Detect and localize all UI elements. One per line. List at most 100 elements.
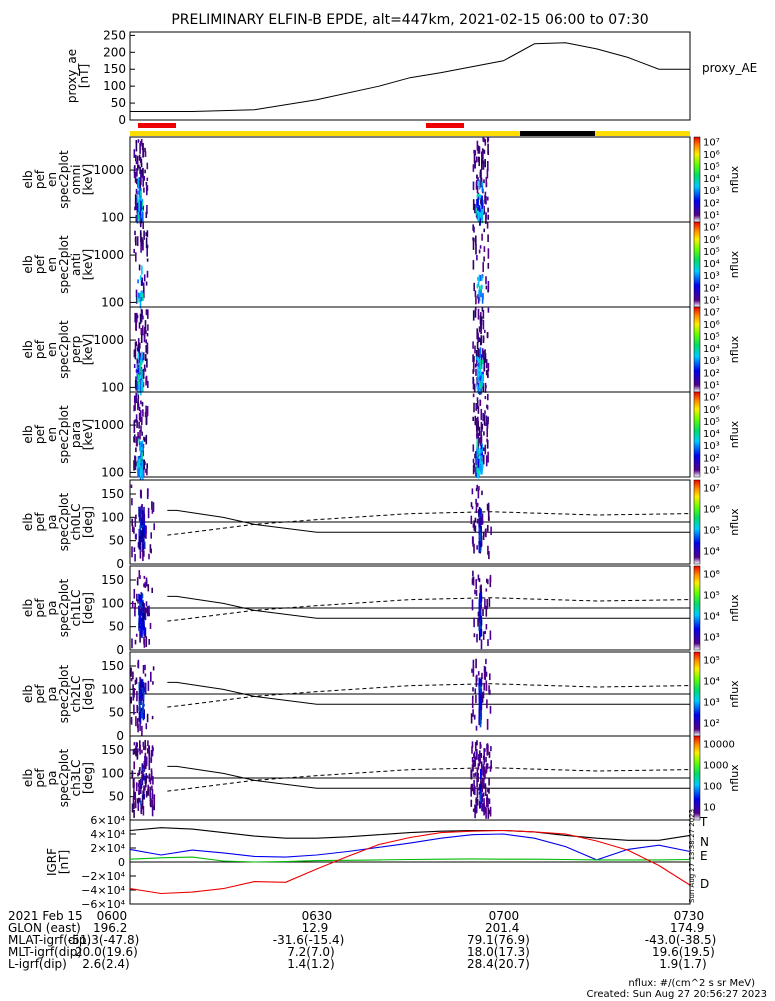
spec-noise [486, 222, 489, 229]
spec-noise [145, 329, 147, 334]
pa-noise [133, 810, 135, 818]
spec-noise [481, 348, 484, 358]
spec-tick-label: 100 [101, 465, 124, 479]
pa-noise [152, 666, 155, 671]
pa-noise [481, 672, 483, 679]
pa-flux [143, 773, 145, 781]
spec-noise [476, 179, 478, 189]
pa-noise [485, 763, 488, 772]
spec-noise [140, 159, 143, 165]
pa-flux [143, 523, 145, 533]
pa-noise [480, 639, 483, 650]
spec-noise [479, 399, 481, 406]
spec-flux [142, 293, 144, 301]
spec-noise [134, 348, 137, 360]
spec-noise [477, 294, 479, 299]
spec-cbar-tick: 10⁴ [703, 259, 720, 270]
spec-cbar-tick: 10³ [703, 441, 720, 452]
spec-noise [475, 417, 478, 428]
pa-noise [145, 723, 148, 730]
pa-noise [474, 517, 477, 522]
spec-noise [145, 434, 148, 445]
pa-noise [144, 785, 146, 791]
spec-cbar-tick: 10⁵ [703, 332, 720, 343]
spec-flux [139, 190, 142, 200]
spec-flux [477, 206, 479, 211]
spec-noise [474, 363, 477, 368]
spec-noise [147, 324, 149, 331]
spec-noise [482, 382, 485, 393]
spec-noise [142, 149, 144, 158]
spec-noise [475, 244, 477, 255]
spec-flux [479, 194, 481, 200]
pa-flux [141, 541, 144, 551]
pa-noise [142, 741, 145, 747]
spec-noise [474, 345, 476, 354]
spec-noise [486, 438, 488, 443]
spec-cbar-tick: 10¹ [703, 296, 720, 307]
pa-noise [138, 570, 141, 578]
spec-noise [472, 310, 475, 321]
pa-noise [483, 777, 485, 786]
loss-cone-line [167, 765, 690, 789]
spec-noise [143, 287, 145, 299]
pa-noise [473, 617, 475, 628]
spec-noise [485, 285, 488, 290]
pa-noise [145, 525, 147, 534]
pa-noise [484, 770, 486, 780]
pa-noise [483, 804, 485, 816]
spec-flux [140, 441, 142, 451]
pa-noise [485, 658, 487, 665]
spec-ylabel-line: spec2plot [57, 320, 71, 379]
pa-noise [475, 798, 477, 804]
spec-noise [487, 362, 490, 372]
igrf-series-D [129, 829, 691, 895]
spec-flux [479, 382, 482, 389]
spec-noise [133, 149, 136, 158]
spec-flux [138, 355, 140, 364]
pa-noise [472, 570, 474, 577]
pa-tick-label: 50 [109, 706, 124, 720]
spec-noise [472, 376, 474, 384]
spec-flux [479, 366, 482, 376]
pa-flux [142, 791, 145, 800]
spec-ylabel-line: anti [69, 253, 83, 276]
spec-noise [473, 153, 476, 164]
pa-noise [130, 484, 133, 488]
pa-noise [473, 714, 476, 720]
pa-noise [145, 762, 147, 767]
pa-flux [478, 677, 481, 687]
spec-flux [476, 210, 479, 220]
pa-ylabel-line: [deg] [81, 592, 95, 624]
pa-ylabel-line: pef [33, 512, 47, 532]
spec-flux [478, 458, 481, 464]
spec-noise [135, 214, 138, 222]
spec-cbar-tick: 10¹ [703, 466, 720, 477]
pa-flux [141, 687, 144, 696]
pa-noise [489, 630, 492, 640]
spec-flux [140, 291, 142, 302]
spec-noise [146, 344, 149, 355]
spec-flux [478, 205, 481, 211]
pa-noise [486, 699, 488, 709]
spec-noise [480, 436, 483, 442]
spec-ylabel-line: en [45, 427, 59, 442]
pa-cbar-tick: 10² [703, 718, 720, 729]
pa-flux [480, 629, 483, 636]
spec-noise [141, 237, 143, 246]
spec-noise [143, 459, 145, 470]
spec-noise [143, 230, 145, 240]
pa-noise [473, 759, 475, 767]
pa-noise [145, 756, 148, 762]
pa-ylabel-line: ch0LC [69, 504, 83, 541]
pa-flux [138, 540, 141, 550]
pa-tick-label: 100 [101, 766, 124, 780]
spec-noise [477, 308, 480, 320]
pa-noise [476, 788, 479, 799]
spec-noise [141, 417, 143, 426]
pa-noise [488, 788, 490, 794]
spec-noise [133, 395, 136, 403]
spec-noise [484, 382, 487, 393]
pa-noise [477, 671, 480, 676]
spec-flux [477, 383, 480, 387]
